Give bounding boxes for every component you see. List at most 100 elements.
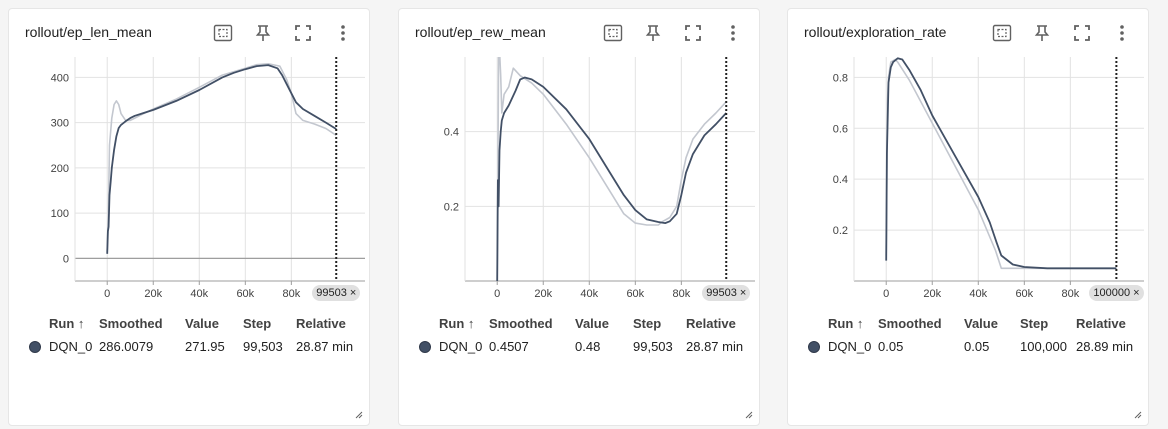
- fit-domain-icon: [603, 24, 623, 42]
- card-toolbar: [593, 21, 753, 45]
- run-table: Run ↑ Smoothed Value Step Relative DQN_0…: [788, 314, 1150, 358]
- x-tick-label: 0: [883, 288, 889, 300]
- card-toolbar: [982, 21, 1142, 45]
- series-line-raw: [496, 57, 727, 281]
- resize-handle-icon[interactable]: [353, 409, 363, 419]
- step-value: 99,503: [633, 339, 673, 354]
- fit-domain-button[interactable]: [593, 21, 633, 45]
- col-value-header[interactable]: Value: [964, 316, 998, 331]
- run-table: Run ↑ Smoothed Value Step Relative DQN_0…: [399, 314, 761, 358]
- col-step-header[interactable]: Step: [1020, 316, 1049, 331]
- x-tick-label: 80k: [1061, 288, 1079, 300]
- table-row: DQN_0 286.0079 271.95 99,503 28.87 min: [9, 336, 371, 358]
- col-run-header[interactable]: Run ↑: [828, 316, 864, 331]
- step-cursor-badge[interactable]: 99503 ×: [702, 285, 751, 301]
- table-header: Run ↑ Smoothed Value Step Relative: [9, 314, 371, 336]
- chart-svg: 0 20k 40k 60k 80k 0.2 0.4 0.6 0.8: [833, 57, 1144, 300]
- more-vert-icon: [731, 25, 735, 41]
- x-tick-label: 60k: [626, 288, 644, 300]
- line-chart[interactable]: 0 20k 40k 60k 80k 0 100 200 300 400 99503 ×: [9, 49, 371, 313]
- table-header: Run ↑ Smoothed Value Step Relative: [399, 314, 761, 336]
- x-tick-label: 0: [104, 288, 110, 300]
- step-cursor-badge[interactable]: 99503 ×: [312, 285, 361, 301]
- raw-value: 0.48: [575, 339, 601, 354]
- fullscreen-button[interactable]: [283, 21, 323, 45]
- run-name: DQN_0: [828, 339, 872, 354]
- table-row: DQN_0 0.05 0.05 100,000 28.89 min: [788, 336, 1150, 358]
- more-vert-icon: [1120, 25, 1124, 41]
- series-line-smoothed: [496, 76, 727, 281]
- y-tick-label: 0.2: [444, 201, 459, 213]
- pin-button[interactable]: [1022, 21, 1062, 45]
- chart-card: rollout/ep_len_mean 0 20k 40k 60k 80k 0 100 200…: [8, 8, 370, 426]
- col-value-header[interactable]: Value: [185, 316, 219, 331]
- y-tick-label: 0.2: [833, 225, 848, 237]
- x-tick-label: 0: [494, 288, 500, 300]
- col-step-header[interactable]: Step: [633, 316, 662, 331]
- col-step-header[interactable]: Step: [243, 316, 272, 331]
- more-vert-icon: [341, 25, 345, 41]
- fit-domain-button[interactable]: [982, 21, 1022, 45]
- x-tick-label: 80k: [672, 288, 690, 300]
- fullscreen-button[interactable]: [673, 21, 713, 45]
- run-name: DQN_0: [439, 339, 483, 354]
- raw-value: 0.05: [964, 339, 990, 354]
- run-table: Run ↑ Smoothed Value Step Relative DQN_0…: [9, 314, 371, 358]
- more-options-button[interactable]: [1102, 21, 1142, 45]
- card-title: rollout/ep_len_mean: [25, 24, 152, 40]
- series-group: [885, 57, 1117, 270]
- pin-button[interactable]: [243, 21, 283, 45]
- step-cursor-badge[interactable]: 100000 ×: [1089, 285, 1144, 301]
- fit-domain-icon: [992, 24, 1012, 42]
- pin-icon: [645, 25, 661, 41]
- chart-svg: 0 20k 40k 60k 80k 0 100 200 300 400: [51, 57, 365, 300]
- fit-domain-icon: [213, 24, 233, 42]
- series-line-smoothed: [885, 57, 1117, 270]
- line-chart[interactable]: 0 20k 40k 60k 80k 0.2 0.4 99503 ×: [399, 49, 761, 313]
- series-line-raw: [106, 63, 337, 252]
- col-smoothed-header[interactable]: Smoothed: [878, 316, 942, 331]
- more-options-button[interactable]: [713, 21, 753, 45]
- x-tick-label: 40k: [580, 288, 598, 300]
- step-value: 100,000: [1020, 339, 1067, 354]
- pin-button[interactable]: [633, 21, 673, 45]
- x-tick-label: 40k: [190, 288, 208, 300]
- col-run-header[interactable]: Run ↑: [49, 316, 85, 331]
- x-tick-label: 60k: [236, 288, 254, 300]
- y-tick-label: 0.4: [833, 174, 848, 186]
- more-options-button[interactable]: [323, 21, 363, 45]
- y-tick-label: 100: [51, 208, 69, 220]
- chart-card: rollout/ep_rew_mean 0 20k 40k 60k 80k 0.2 0.4 9…: [398, 8, 760, 426]
- series-group: [496, 57, 727, 281]
- relative-time: 28.89 min: [1076, 339, 1134, 354]
- card-toolbar: [203, 21, 363, 45]
- col-relative-header[interactable]: Relative: [686, 316, 736, 331]
- col-relative-header[interactable]: Relative: [296, 316, 346, 331]
- x-tick-label: 20k: [144, 288, 162, 300]
- y-tick-label: 200: [51, 163, 69, 175]
- relative-time: 28.87 min: [686, 339, 744, 354]
- series-line-smoothed: [106, 64, 337, 254]
- resize-handle-icon[interactable]: [743, 409, 753, 419]
- x-tick-label: 80k: [282, 288, 300, 300]
- col-relative-header[interactable]: Relative: [1076, 316, 1126, 331]
- col-smoothed-header[interactable]: Smoothed: [489, 316, 553, 331]
- step-value: 99,503: [243, 339, 283, 354]
- pin-icon: [1034, 25, 1050, 41]
- col-value-header[interactable]: Value: [575, 316, 609, 331]
- y-tick-label: 0.4: [444, 127, 459, 139]
- col-run-header[interactable]: Run ↑: [439, 316, 475, 331]
- pin-icon: [255, 25, 271, 41]
- resize-handle-icon[interactable]: [1132, 409, 1142, 419]
- fullscreen-icon: [1074, 25, 1090, 41]
- col-smoothed-header[interactable]: Smoothed: [99, 316, 163, 331]
- table-row: DQN_0 0.4507 0.48 99,503 28.87 min: [399, 336, 761, 358]
- relative-time: 28.87 min: [296, 339, 354, 354]
- smoothed-value: 286.0079: [99, 339, 154, 354]
- fullscreen-button[interactable]: [1062, 21, 1102, 45]
- fit-domain-button[interactable]: [203, 21, 243, 45]
- line-chart[interactable]: 0 20k 40k 60k 80k 0.2 0.4 0.6 0.8 100000 ×: [788, 49, 1150, 313]
- fullscreen-icon: [295, 25, 311, 41]
- card-title: rollout/exploration_rate: [804, 24, 947, 40]
- chart-card: rollout/exploration_rate 0 20k 40k 60k 80k 0.…: [787, 8, 1149, 426]
